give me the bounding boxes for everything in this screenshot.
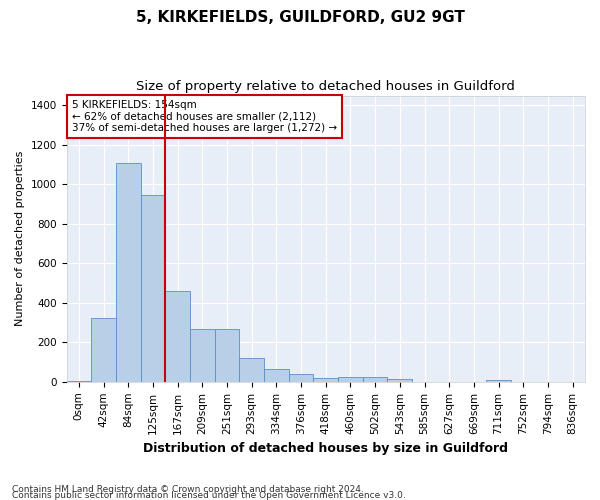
Bar [165, 291, 190, 382]
Text: 5 KIRKEFIELDS: 154sqm
← 62% of detached houses are smaller (2,112)
37% of semi-d: 5 KIRKEFIELDS: 154sqm ← 62% of detached … [72, 100, 337, 133]
Bar [91, 318, 116, 382]
Bar [116, 162, 140, 382]
Bar [338, 377, 363, 382]
Bar [289, 374, 313, 382]
Bar [190, 328, 215, 382]
X-axis label: Distribution of detached houses by size in Guildford: Distribution of detached houses by size … [143, 442, 508, 455]
Bar [140, 196, 165, 382]
Bar [239, 358, 264, 382]
Bar [313, 378, 338, 382]
Bar [67, 381, 91, 382]
Bar [215, 328, 239, 382]
Title: Size of property relative to detached houses in Guildford: Size of property relative to detached ho… [136, 80, 515, 93]
Bar [486, 380, 511, 382]
Bar [264, 369, 289, 382]
Bar [388, 379, 412, 382]
Y-axis label: Number of detached properties: Number of detached properties [15, 151, 25, 326]
Bar [363, 377, 388, 382]
Text: Contains public sector information licensed under the Open Government Licence v3: Contains public sector information licen… [12, 490, 406, 500]
Text: 5, KIRKEFIELDS, GUILDFORD, GU2 9GT: 5, KIRKEFIELDS, GUILDFORD, GU2 9GT [136, 10, 464, 25]
Text: Contains HM Land Registry data © Crown copyright and database right 2024.: Contains HM Land Registry data © Crown c… [12, 485, 364, 494]
